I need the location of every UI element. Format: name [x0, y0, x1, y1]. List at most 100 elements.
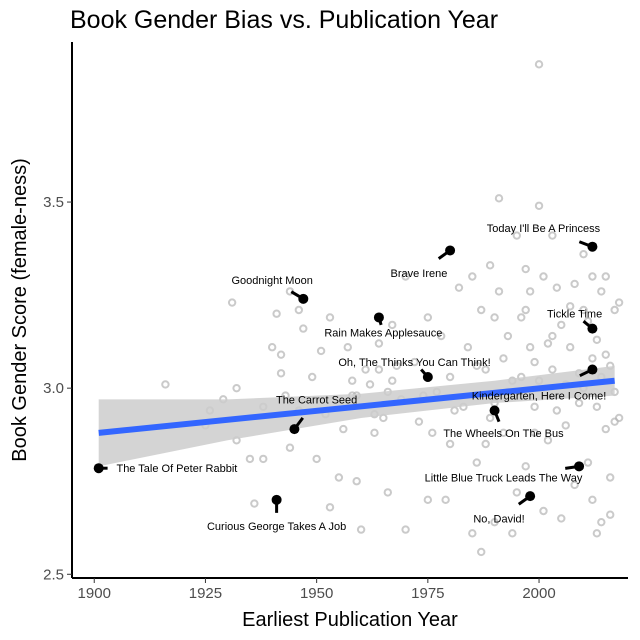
- data-point: [312, 454, 321, 464]
- data-point: [503, 331, 513, 341]
- data-point: [423, 313, 433, 322]
- data-point: [597, 517, 606, 527]
- x-tick-label: 2000: [522, 585, 555, 602]
- data-point: [299, 324, 308, 333]
- data-point: [285, 443, 295, 452]
- data-point: [468, 272, 477, 281]
- data-point: [539, 272, 548, 281]
- data-point: [592, 402, 602, 411]
- data-point: [423, 495, 433, 505]
- highlight-point: [422, 372, 433, 382]
- data-point: [325, 503, 335, 512]
- data-point: [606, 473, 615, 482]
- highlight-point: [93, 463, 104, 474]
- chart-title: Book Gender Bias vs. Publication Year: [70, 6, 499, 34]
- data-point: [307, 372, 317, 382]
- data-point: [472, 361, 481, 371]
- data-point: [561, 421, 570, 430]
- data-point: [485, 261, 495, 270]
- data-point: [316, 346, 326, 356]
- x-tick-label: 1950: [300, 585, 333, 602]
- data-point: [365, 380, 375, 389]
- data-point: [356, 525, 366, 534]
- data-point: [543, 339, 553, 348]
- book-label: Oh, The Thinks You Can Think!: [338, 357, 490, 369]
- data-point: [521, 264, 530, 274]
- trend-line-layer: [98, 377, 615, 436]
- data-point: [521, 305, 530, 315]
- data-point: [325, 313, 335, 322]
- data-point: [445, 439, 455, 449]
- data-point: [583, 458, 593, 467]
- data-point: [543, 436, 553, 445]
- x-tick-label: 1975: [411, 585, 444, 602]
- book-label: Curious George Takes A Job: [207, 521, 346, 533]
- axes-layer: 1900 1925 1950 1975 2000 2.5 3.0 3.5 Earliest Pu…: [9, 42, 628, 631]
- data-point: [334, 473, 344, 482]
- y-tick-label: 3.0: [43, 380, 64, 397]
- data-point: [557, 514, 566, 523]
- data-point: [414, 417, 424, 426]
- data-point: [276, 350, 286, 359]
- data-point: [530, 428, 539, 438]
- data-point: [477, 547, 486, 557]
- data-point: [601, 424, 610, 434]
- data-point: [267, 343, 277, 352]
- data-point: [512, 231, 521, 240]
- data-point: [481, 365, 490, 374]
- trend-line: [98, 377, 615, 436]
- data-point: [374, 339, 384, 348]
- data-point: [601, 272, 610, 281]
- highlight-point: [489, 405, 500, 416]
- data-point: [272, 309, 281, 318]
- confidence-band-layer: [98, 365, 615, 467]
- data-point: [481, 439, 490, 449]
- highlight-point: [587, 364, 598, 375]
- highlight-point: [525, 491, 536, 502]
- data-point: [588, 354, 597, 363]
- data-point: [361, 365, 370, 374]
- data-point: [232, 383, 241, 393]
- data-point: [227, 298, 237, 307]
- data-point: [512, 488, 521, 497]
- data-point: [339, 424, 348, 434]
- x-tick-label: 1925: [189, 585, 222, 602]
- y-tick-label: 2.5: [43, 566, 64, 583]
- data-point: [352, 477, 361, 486]
- data-point: [525, 287, 535, 296]
- data-point: [245, 454, 255, 464]
- data-point: [548, 365, 557, 374]
- data-point: [445, 372, 455, 382]
- highlight-point: [298, 293, 309, 304]
- data-point: [343, 343, 352, 352]
- data-point: [534, 60, 544, 69]
- data-point: [534, 201, 544, 210]
- data-point: [485, 413, 495, 423]
- highlight-point: [289, 424, 300, 435]
- data-point: [597, 287, 606, 296]
- data-point: [472, 458, 481, 467]
- data-point: [463, 343, 473, 352]
- confidence-band: [98, 365, 615, 467]
- book-label: The Tale Of Peter Rabbit: [116, 463, 237, 475]
- highlight-point: [587, 241, 598, 252]
- book-label: Goodnight Moon: [231, 275, 312, 287]
- data-point: [499, 354, 508, 363]
- highlighted-points-layer: [93, 240, 598, 513]
- data-point: [259, 454, 268, 464]
- data-point: [570, 480, 579, 490]
- data-point: [441, 495, 450, 505]
- data-point: [401, 272, 410, 281]
- data-point: [601, 350, 610, 359]
- data-point: [517, 313, 526, 322]
- highlight-point: [271, 494, 282, 505]
- data-point: [436, 331, 446, 341]
- data-point: [548, 331, 557, 341]
- data-point: [588, 272, 597, 281]
- highlight-point: [587, 323, 598, 334]
- book-labels-layer: The Tale Of Peter Rabbit Goodnight Moon Th…: [116, 223, 606, 533]
- data-point: [250, 499, 259, 508]
- data-point: [548, 231, 557, 240]
- data-point: [579, 249, 588, 259]
- data-point: [392, 361, 401, 371]
